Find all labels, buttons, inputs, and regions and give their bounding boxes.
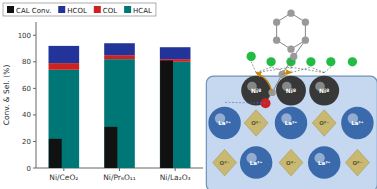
x-tick	[119, 168, 120, 171]
ni-particle	[276, 76, 306, 106]
illustration: O²⁻ La³⁺ O²⁻ La³⁺ O²⁻ La³⁺ O²⁻ La³⁺ O²⁻ La³⁺ Niº Ni…	[206, 10, 377, 189]
bar-segment	[49, 63, 80, 70]
c-atom	[302, 37, 309, 44]
x-tick	[175, 168, 176, 171]
legend: CAL Conv. HCOL COL HCAL	[3, 3, 156, 16]
bar-segment	[104, 43, 135, 55]
la-label: La³⁺	[351, 120, 364, 126]
c-atom	[290, 53, 297, 60]
x-tick-label: Ni/CeO₂	[49, 173, 78, 182]
legend-swatch	[94, 6, 101, 13]
adsorption-arrow	[256, 73, 272, 93]
la-ion	[341, 107, 373, 139]
la-ion	[208, 107, 240, 139]
o-ion	[312, 110, 336, 137]
y-tick-label: 20	[22, 138, 31, 146]
adsorption-arrow	[282, 73, 291, 75]
legend-swatch	[58, 6, 65, 13]
o-ion	[279, 149, 303, 176]
la-ion	[308, 146, 340, 178]
h-bond	[311, 67, 324, 72]
y-tick-label: 100	[18, 32, 31, 40]
bar-segment	[49, 70, 80, 168]
o-la-interaction	[256, 102, 265, 104]
y-tick-label: 60	[22, 85, 31, 93]
bar-segment	[104, 59, 135, 168]
ni-particle	[309, 76, 339, 106]
la-label: La³⁺	[285, 120, 298, 126]
legend-swatch	[7, 6, 14, 13]
h-bond	[291, 67, 292, 72]
legend-label: HCAL	[133, 7, 152, 15]
legend-label: HCOL	[67, 7, 87, 15]
ni-label: Niº	[319, 87, 330, 94]
bar	[104, 127, 117, 168]
legend-frame	[3, 3, 156, 16]
chart: 0 20 40 60 80 100 Conv. & Sel. (%) Ni/CeO₂ Ni/Pr…	[0, 0, 377, 189]
x-tick	[63, 168, 64, 171]
la-ion	[275, 107, 307, 139]
c-atom	[287, 46, 294, 53]
ni-label: Niº	[251, 87, 262, 94]
y-axis	[36, 22, 37, 168]
bar	[49, 139, 62, 168]
o-ion	[345, 149, 369, 176]
bar-segment	[160, 47, 191, 59]
h-bond	[324, 67, 331, 72]
bar	[160, 60, 173, 168]
c-atom	[273, 19, 280, 26]
o-label: O²⁻	[319, 120, 329, 126]
h-bond	[251, 62, 256, 73]
bars	[49, 43, 191, 168]
legend-label: CAL Conv.	[16, 7, 51, 15]
c-atom	[302, 19, 309, 26]
c-atom	[287, 10, 294, 17]
o-la-interaction	[225, 102, 266, 104]
c-atom	[278, 71, 285, 78]
o-label: O²⁻	[286, 160, 296, 166]
y-tick-label: 0	[27, 165, 31, 173]
o-label: O²⁻	[251, 120, 261, 126]
y-tick-label: 40	[22, 111, 31, 119]
h-bond	[256, 67, 271, 72]
bar-segment	[104, 55, 135, 59]
bar-segment	[49, 46, 80, 63]
h-atom	[266, 57, 275, 66]
o-ion	[244, 110, 268, 137]
o-label: O²⁻	[220, 160, 230, 166]
c-atom	[273, 37, 280, 44]
la-label: La³⁺	[250, 160, 263, 166]
legend-label: COL	[103, 7, 117, 15]
o-label: O²⁻	[352, 160, 362, 166]
h-bond	[291, 67, 324, 72]
h-atom	[306, 57, 315, 66]
x-tick-label: Ni/Pr₆O₁₁	[103, 173, 136, 182]
ni-label: Niº	[286, 87, 297, 94]
la-label: La³⁺	[218, 120, 231, 126]
o-ion	[213, 149, 237, 176]
y-tick-label: 80	[22, 58, 31, 66]
y-axis-label: Conv. & Sel. (%)	[2, 65, 11, 126]
lattice-box	[206, 76, 377, 189]
legend-swatch	[124, 6, 131, 13]
la-label: La³⁺	[318, 160, 331, 166]
h-atom	[326, 57, 335, 66]
h-bond	[291, 67, 311, 72]
x-tick-label: Ni/La₂O₃	[160, 173, 191, 182]
h-atom	[247, 52, 256, 61]
h-atom	[348, 57, 357, 66]
la-ion	[240, 146, 272, 178]
